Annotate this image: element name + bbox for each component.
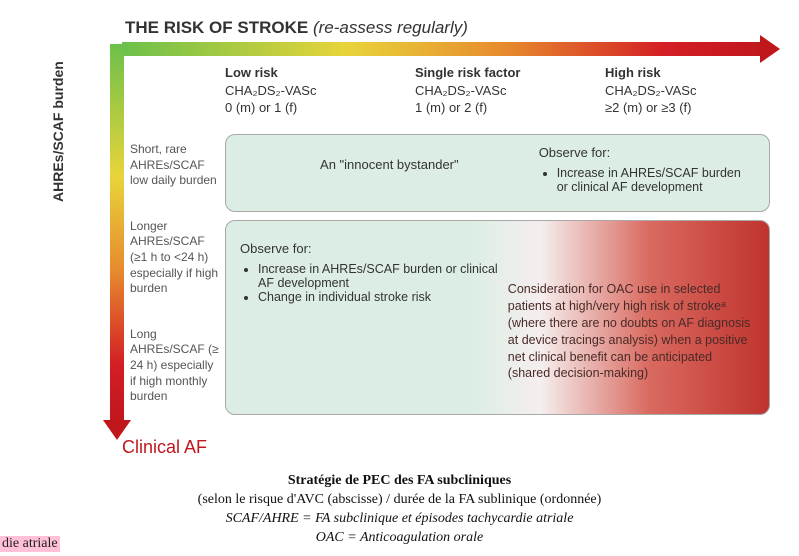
box-top-bullets: Increase in AHREs/SCAF burden or clinica… (539, 166, 755, 194)
box-top-right: Observe for: Increase in AHREs/SCAF burd… (539, 145, 755, 201)
oac-consideration: Consideration for OAC use in selected pa… (508, 231, 755, 404)
title-bold: THE RISK OF STROKE (125, 18, 308, 37)
row-label-short: Short, rare AHREs/SCAF low daily burden (130, 142, 220, 189)
col0-title: Low risk (225, 64, 395, 82)
box-bottom-left: Observe for: Increase in AHREs/SCAF burd… (240, 231, 508, 404)
clinical-af-label: Clinical AF (122, 437, 207, 458)
col-single-risk: Single risk factor CHA₂DS₂-VASc 1 (m) or… (415, 64, 585, 117)
title-italic: (re-assess regularly) (313, 18, 468, 37)
col1-score: CHA₂DS₂-VASc (415, 82, 585, 100)
col1-title: Single risk factor (415, 64, 585, 82)
bullet-top-0: Increase in AHREs/SCAF burden or clinica… (557, 166, 755, 194)
horizontal-gradient-arrow (122, 42, 762, 56)
col2-values: ≥2 (m) or ≥3 (f) (605, 99, 775, 117)
caption-line3: SCAF/AHRE = FA subclinique et épisodes t… (0, 510, 799, 529)
col0-values: 0 (m) or 1 (f) (225, 99, 395, 117)
col-low-risk: Low risk CHA₂DS₂-VASc 0 (m) or 1 (f) (225, 64, 395, 117)
column-headers: Low risk CHA₂DS₂-VASc 0 (m) or 1 (f) Sin… (225, 64, 775, 117)
row-label-longer: Longer AHREs/SCAF (≥1 h to <24 h) especi… (130, 219, 220, 297)
row-labels: Short, rare AHREs/SCAF low daily burden … (130, 142, 220, 435)
box-bottom-bullets: Increase in AHREs/SCAF burden or clinica… (240, 262, 498, 304)
box-short-burden: An "innocent bystander" Observe for: Inc… (225, 134, 770, 212)
caption: Stratégie de PEC des FA subcliniques (se… (0, 472, 799, 548)
vertical-gradient-arrow (110, 44, 124, 422)
box-longer-burden: Observe for: Increase in AHREs/SCAF burd… (225, 220, 770, 415)
caption-line2: (selon le risque d'AVC (abscisse) / duré… (0, 491, 799, 510)
observe-head-bottom: Observe for: (240, 241, 498, 256)
col-high-risk: High risk CHA₂DS₂-VASc ≥2 (m) or ≥3 (f) (605, 64, 775, 117)
col0-score: CHA₂DS₂-VASc (225, 82, 395, 100)
bullet-bot-0: Increase in AHREs/SCAF burden or clinica… (258, 262, 498, 290)
y-axis-label: AHREs/SCAF burden (50, 61, 66, 202)
col2-score: CHA₂DS₂-VASc (605, 82, 775, 100)
caption-title: Stratégie de PEC des FA subcliniques (0, 472, 799, 491)
risk-diagram: AHREs/SCAF burden Clinical AF Low risk C… (70, 42, 770, 442)
highlight-fragment: die atriale (0, 536, 60, 552)
page-title: THE RISK OF STROKE (re-assess regularly) (125, 18, 769, 38)
innocent-bystander: An "innocent bystander" (240, 145, 539, 201)
caption-line4: OAC = Anticoagulation orale (0, 529, 799, 548)
row-label-long: Long AHREs/SCAF (≥ 24 h) especially if h… (130, 327, 220, 405)
bullet-bot-1: Change in individual stroke risk (258, 290, 498, 304)
col2-title: High risk (605, 64, 775, 82)
observe-head-top: Observe for: (539, 145, 755, 160)
col1-values: 1 (m) or 2 (f) (415, 99, 585, 117)
